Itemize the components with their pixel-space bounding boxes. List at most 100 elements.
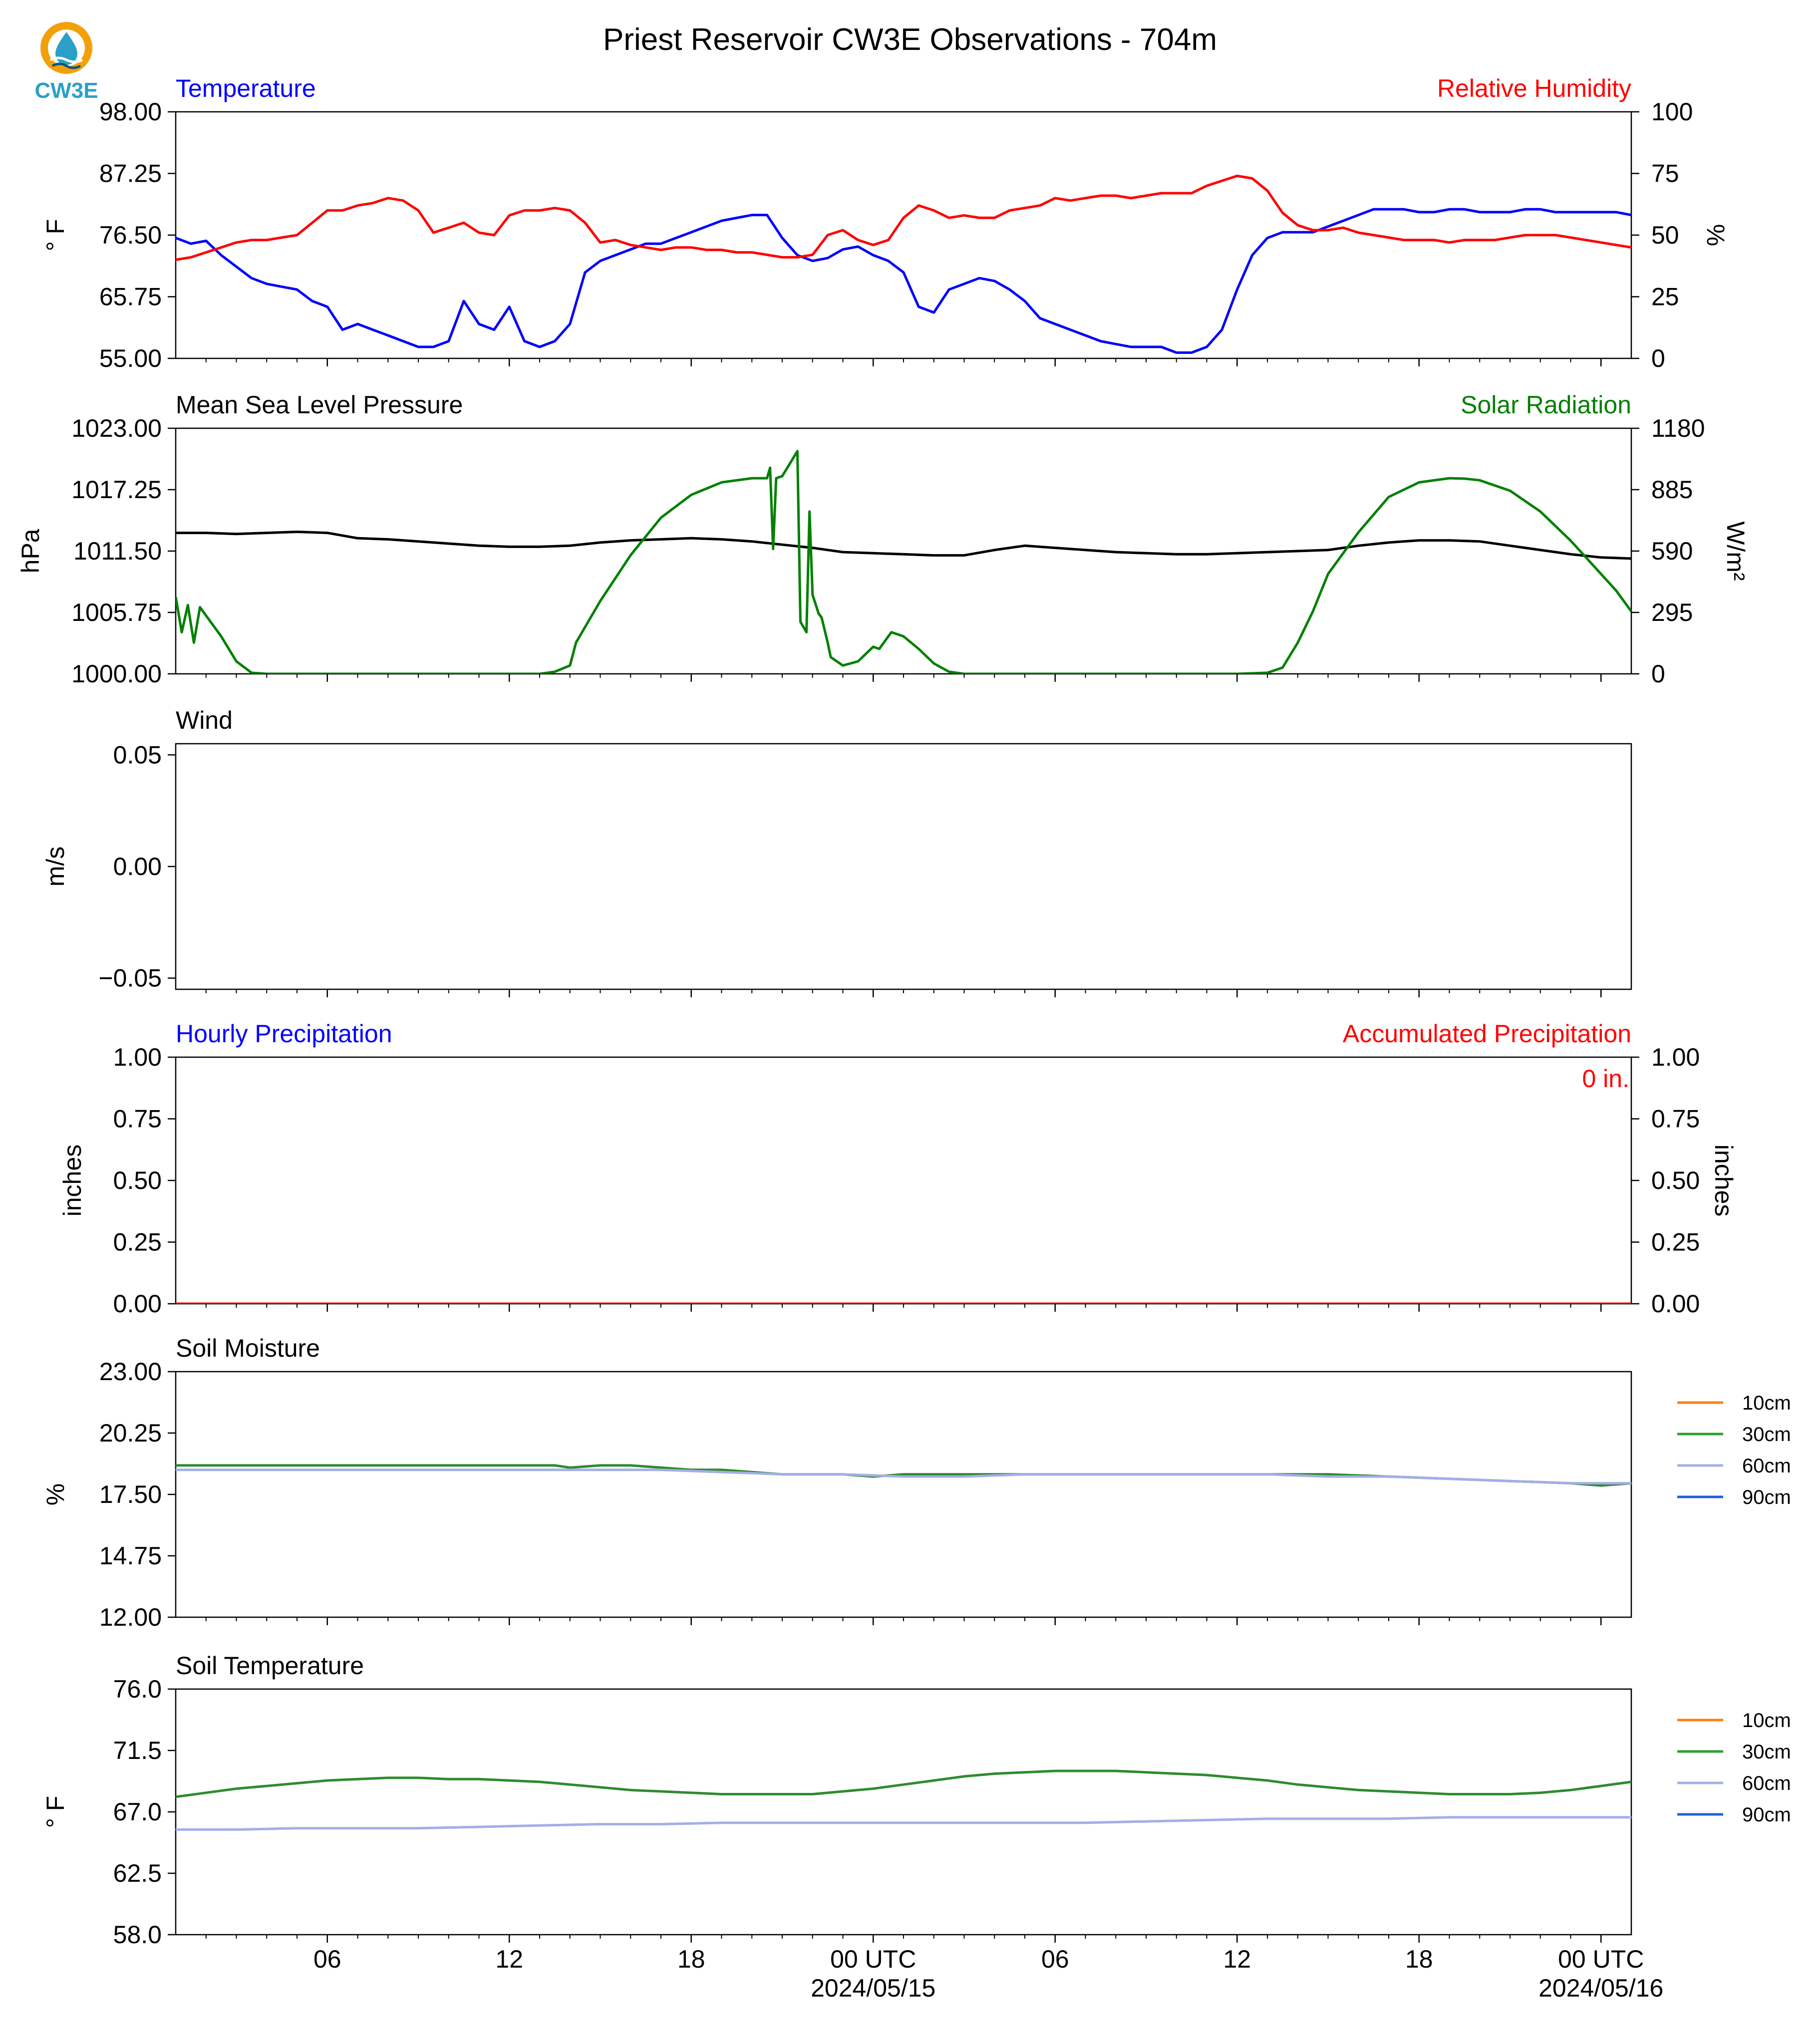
legend-label: 30cm — [1742, 1741, 1791, 1763]
panel-title-left: Soil Temperature — [176, 1652, 364, 1680]
panel-wind: Wind 0.05 0.00 −0.05 m/s — [41, 706, 1632, 997]
panel-frame — [175, 1688, 1632, 1936]
panel-title-left: Temperature — [176, 74, 316, 102]
ytick-label: 1017.25 — [71, 476, 162, 504]
ytick-label: 17.50 — [99, 1480, 162, 1508]
ytick-right-label: 100 — [1651, 98, 1693, 126]
xtick-label: 00 UTC — [1558, 1945, 1644, 1973]
series-line-60cm — [176, 1816, 1631, 1831]
series-group — [176, 174, 1631, 354]
panel-precip: Hourly Precipitation Accumulated Precipit… — [58, 1020, 1738, 1318]
panel-temp_rh: Temperature Relative Humidity 98.00 87.25 76… — [41, 74, 1730, 372]
legend-label: 90cm — [1742, 1486, 1791, 1508]
series-line-solar-radiation — [176, 450, 1631, 674]
ytick-label: 98.00 — [99, 98, 162, 126]
ytick-right-label: 25 — [1651, 283, 1679, 311]
ytick-label: 87.25 — [99, 160, 162, 188]
ytick-label: 67.0 — [113, 1798, 162, 1826]
ytick-label: −0.05 — [98, 964, 162, 992]
series-line-mean-sea-level-pressure — [176, 531, 1631, 560]
chart-title: Priest Reservoir CW3E Observations - 704… — [603, 22, 1217, 57]
ytick-right-label: 0 — [1651, 344, 1665, 372]
ytick-label: 62.5 — [113, 1859, 162, 1887]
ytick-label: 0.75 — [113, 1105, 162, 1133]
accumulated-total: 0 in. — [1582, 1065, 1629, 1093]
series-group — [176, 1464, 1631, 1487]
chart-panels: Temperature Relative Humidity 98.00 87.25 76… — [16, 74, 1791, 1949]
ytick-label: 58.0 — [113, 1921, 162, 1949]
panel-soil_moisture: Soil Moisture 23.00 20.25 17.50 14.75 12.00% 1… — [41, 1334, 1791, 1631]
ytick-right-label: 0 — [1651, 660, 1665, 688]
ytick-right-label: 1.00 — [1651, 1043, 1700, 1071]
ylabel: hPa — [16, 529, 44, 573]
ytick-label: 0.05 — [113, 741, 162, 769]
ytick-right-label: 75 — [1651, 160, 1679, 188]
cw3e-logo: CW3E — [27, 19, 107, 104]
legend-label: 10cm — [1742, 1392, 1791, 1414]
ytick-right-label: 1180 — [1651, 414, 1705, 442]
panel-soil_temp: Soil Temperature 76.0 71.5 67.0 62.5 58.0 ° F 1… — [41, 1652, 1791, 1949]
panel-frame — [175, 743, 1632, 990]
svg-text:CW3E: CW3E — [34, 78, 98, 103]
ytick-label: 1000.00 — [71, 660, 162, 688]
ytick-label: 1023.00 — [71, 414, 162, 442]
series-line-relative-humidity — [176, 174, 1631, 261]
ylabel-right: W/m² — [1722, 521, 1750, 580]
ylabel-right: % — [1702, 224, 1730, 246]
ytick-label: 1005.75 — [71, 598, 162, 626]
panel-title-left: Wind — [176, 706, 233, 734]
panel-title-right: Relative Humidity — [1437, 74, 1631, 102]
ylabel: ° F — [41, 1796, 69, 1828]
series-group — [176, 1769, 1631, 1831]
series-group — [176, 450, 1631, 674]
ytick-right-label: 0.50 — [1651, 1166, 1700, 1194]
panel-title-left: Soil Moisture — [176, 1334, 320, 1362]
ylabel: ° F — [41, 219, 69, 251]
legend-label: 60cm — [1742, 1455, 1791, 1477]
panel-title-left: Mean Sea Level Pressure — [176, 391, 463, 419]
series-line-60cm — [176, 1468, 1631, 1485]
ylabel-right: inches — [1710, 1145, 1738, 1217]
legend-label: 90cm — [1742, 1804, 1791, 1826]
ytick-label: 0.00 — [113, 853, 162, 880]
ytick-label: 55.00 — [99, 344, 162, 372]
ytick-label: 0.00 — [113, 1290, 162, 1318]
xtick-label: 18 — [677, 1945, 705, 1973]
ytick-label: 20.25 — [99, 1419, 162, 1447]
ylabel: m/s — [41, 847, 69, 887]
xtick-label: 00 UTC — [830, 1945, 916, 1973]
ytick-label: 0.25 — [113, 1228, 162, 1256]
xtick-label: 12 — [495, 1945, 523, 1973]
ylabel: % — [41, 1483, 69, 1505]
ytick-label: 1.00 — [113, 1043, 162, 1071]
ytick-right-label: 0.00 — [1651, 1290, 1700, 1318]
ytick-label: 23.00 — [99, 1358, 162, 1386]
panel-title-left: Hourly Precipitation — [176, 1020, 392, 1048]
xtick-date-label: 2024/05/16 — [1538, 1974, 1663, 2002]
legend-label: 60cm — [1742, 1772, 1791, 1794]
xtick-label: 12 — [1223, 1945, 1251, 1973]
ytick-label: 12.00 — [99, 1603, 162, 1631]
ytick-label: 65.75 — [99, 283, 162, 311]
ytick-right-label: 0.25 — [1651, 1228, 1700, 1256]
panel-frame — [175, 111, 1632, 359]
legend-label: 30cm — [1742, 1424, 1791, 1446]
ytick-right-label: 885 — [1651, 476, 1693, 504]
series-line-30cm — [176, 1769, 1631, 1798]
ytick-label: 76.50 — [99, 221, 162, 249]
series-line-temperature — [176, 208, 1631, 354]
ytick-right-label: 0.75 — [1651, 1105, 1700, 1133]
ytick-right-label: 295 — [1651, 598, 1693, 626]
ytick-label: 14.75 — [99, 1542, 162, 1570]
ytick-label: 0.50 — [113, 1166, 162, 1194]
xtick-label: 18 — [1405, 1945, 1433, 1973]
xtick-label: 06 — [313, 1945, 341, 1973]
panel-title-right: Solar Radiation — [1461, 391, 1631, 419]
xtick-date-label: 2024/05/15 — [811, 1974, 935, 2002]
ytick-right-label: 50 — [1651, 221, 1679, 249]
panel-title-right: Accumulated Precipitation — [1343, 1020, 1631, 1048]
xtick-label: 06 — [1041, 1945, 1069, 1973]
panel-pressure_solar: Mean Sea Level Pressure Solar Radiation 10… — [16, 391, 1750, 688]
panel-frame — [175, 1371, 1632, 1618]
